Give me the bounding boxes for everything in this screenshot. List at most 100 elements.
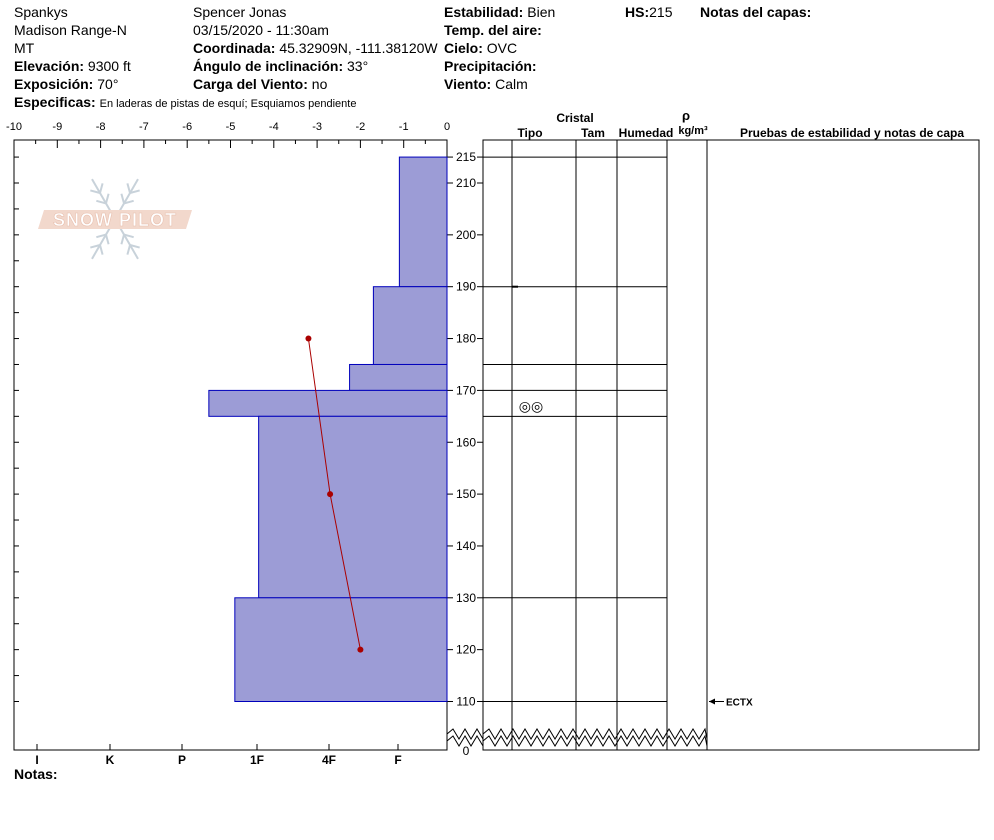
crystal-table-frame bbox=[482, 139, 980, 751]
temp-tick-label: -5 bbox=[226, 121, 236, 133]
column-header-humedad: Humedad bbox=[619, 126, 674, 140]
stability-test-label: ECTX bbox=[726, 698, 753, 709]
logo-text: SNOW PILOT bbox=[53, 210, 177, 230]
elevation-value: 9300 ft bbox=[87, 58, 131, 74]
sky-value: OVC bbox=[486, 40, 518, 56]
depth-tick-label: 110 bbox=[456, 695, 475, 709]
state-name: MT bbox=[14, 40, 35, 56]
temp-tick-label: -4 bbox=[269, 121, 279, 133]
exposure-row: Exposición: 70° bbox=[14, 75, 118, 93]
specifics-label: Especificas: bbox=[14, 94, 96, 110]
layer-notes-label: Notas del capas: bbox=[700, 4, 812, 20]
specifics-row: Especificas: En laderas de pistas de esq… bbox=[14, 93, 356, 113]
hardness-tick-label: P bbox=[178, 753, 186, 767]
hs-row: HS:215 bbox=[625, 3, 672, 21]
exposure-value: 70° bbox=[97, 76, 119, 92]
depth-tick-label: 200 bbox=[456, 228, 476, 242]
hardness-layer-bar bbox=[349, 363, 448, 391]
temp-tick-label: -7 bbox=[139, 121, 149, 133]
stability-label: Estabilidad: bbox=[444, 4, 524, 20]
temp-tick-label: -9 bbox=[52, 121, 62, 133]
logo-flake-branch bbox=[105, 193, 110, 204]
notes-label: Notas: bbox=[14, 766, 58, 782]
hardness-layer-bar bbox=[258, 415, 448, 599]
coordinate-row: Coordinada: 45.32909N, -111.38120W bbox=[193, 39, 438, 57]
wind-load-value: no bbox=[311, 76, 328, 92]
depth-tick-label: 120 bbox=[456, 643, 476, 657]
depth-tick-label: 180 bbox=[456, 332, 476, 346]
crystal-group-header: Cristal bbox=[556, 111, 593, 125]
wind-label: Viento: bbox=[444, 76, 492, 92]
depth-tick-label: 140 bbox=[456, 539, 476, 553]
sky-label: Cielo: bbox=[444, 40, 483, 56]
hardness-tick-label: F bbox=[394, 753, 401, 767]
density-symbol: ρ bbox=[682, 108, 690, 123]
logo-flake-branch bbox=[129, 244, 140, 249]
logo-flake-branch bbox=[129, 189, 140, 194]
logo-flake-branch bbox=[99, 244, 104, 255]
location-name: Spankys bbox=[14, 4, 68, 20]
test-pointer-arrow bbox=[709, 698, 715, 705]
slope-value: 33° bbox=[347, 58, 369, 74]
crystal-type-symbol: ◎◎ bbox=[519, 398, 543, 414]
logo-flake-branch bbox=[123, 199, 134, 205]
table-break-zigzag bbox=[482, 734, 708, 747]
logo-flake-branch bbox=[123, 233, 134, 239]
hardness-layer-bar bbox=[208, 389, 448, 417]
logo-flake-branch bbox=[99, 183, 104, 194]
precip-label: Precipitación: bbox=[444, 58, 537, 74]
temperature-point bbox=[327, 491, 334, 498]
hardness-tick-label: K bbox=[106, 753, 115, 767]
hardness-layer-bar bbox=[234, 597, 448, 702]
elevation-row: Elevación: 9300 ft bbox=[14, 57, 131, 75]
hs-value: 215 bbox=[649, 4, 673, 20]
stability-row: Estabilidad: Bien bbox=[444, 3, 555, 21]
temp-tick-label: -6 bbox=[182, 121, 192, 133]
table-break-zigzag bbox=[482, 727, 708, 740]
slope-row: Ángulo de inclinación: 33° bbox=[193, 57, 368, 75]
depth-tick-label: 170 bbox=[456, 383, 476, 397]
temp-tick-label: -8 bbox=[96, 121, 106, 133]
logo-flake-branch bbox=[90, 189, 101, 194]
wind-row: Viento: Calm bbox=[444, 75, 528, 93]
depth-tick-label: 215 bbox=[456, 150, 476, 164]
observer-name: Spencer Jonas bbox=[193, 4, 287, 20]
snowpilot-logo: SNOW PILOT bbox=[38, 178, 192, 260]
depth-tick-label: 160 bbox=[456, 435, 476, 449]
column-header-tam: Tam bbox=[581, 126, 605, 140]
hardness-tick-label: 4F bbox=[322, 753, 336, 767]
depth-tick-label: 130 bbox=[456, 591, 476, 605]
elevation-label: Elevación: bbox=[14, 58, 85, 74]
hs-label: HS: bbox=[625, 4, 650, 20]
logo-flake-branch bbox=[96, 233, 107, 239]
depth-tick-label: 190 bbox=[456, 280, 476, 294]
logo-flake-branch bbox=[90, 244, 101, 249]
temp-tick-label: -10 bbox=[6, 121, 22, 133]
exposure-label: Exposición: bbox=[14, 76, 94, 92]
coordinate-value: 45.32909N, -111.38120W bbox=[279, 40, 438, 56]
hardness-layer-bar bbox=[372, 286, 448, 365]
density-unit: kg/m³ bbox=[678, 125, 708, 137]
temp-tick-label: 0 bbox=[444, 121, 450, 133]
specifics-value: En laderas de pistas de esquí; Esquiamos… bbox=[99, 98, 357, 110]
temp-tick-label: -2 bbox=[356, 121, 366, 133]
logo-flake-branch bbox=[120, 234, 125, 245]
depth-tick-label: 150 bbox=[456, 487, 476, 501]
logo-flake-branch bbox=[126, 244, 131, 255]
observation-datetime: 03/15/2020 - 11:30am bbox=[193, 22, 329, 38]
tests-header: Pruebas de estabilidad y notas de capa bbox=[740, 126, 964, 140]
stability-value: Bien bbox=[527, 4, 556, 20]
depth-break-zigzag bbox=[446, 728, 484, 740]
temp-tick-label: -1 bbox=[399, 121, 409, 133]
wind-load-row: Carga del Viento: no bbox=[193, 75, 327, 93]
column-header-tipo: Tipo bbox=[517, 126, 542, 140]
air-temp-label: Temp. del aire: bbox=[444, 22, 542, 38]
hardness-tick-label: 1F bbox=[250, 753, 264, 767]
slope-label: Ángulo de inclinación: bbox=[193, 58, 344, 74]
logo-flake-branch bbox=[105, 234, 110, 245]
temperature-point bbox=[305, 335, 312, 342]
wind-value: Calm bbox=[495, 76, 528, 92]
hardness-tick-label: I bbox=[35, 753, 38, 767]
hardness-layer-bar bbox=[398, 156, 448, 288]
